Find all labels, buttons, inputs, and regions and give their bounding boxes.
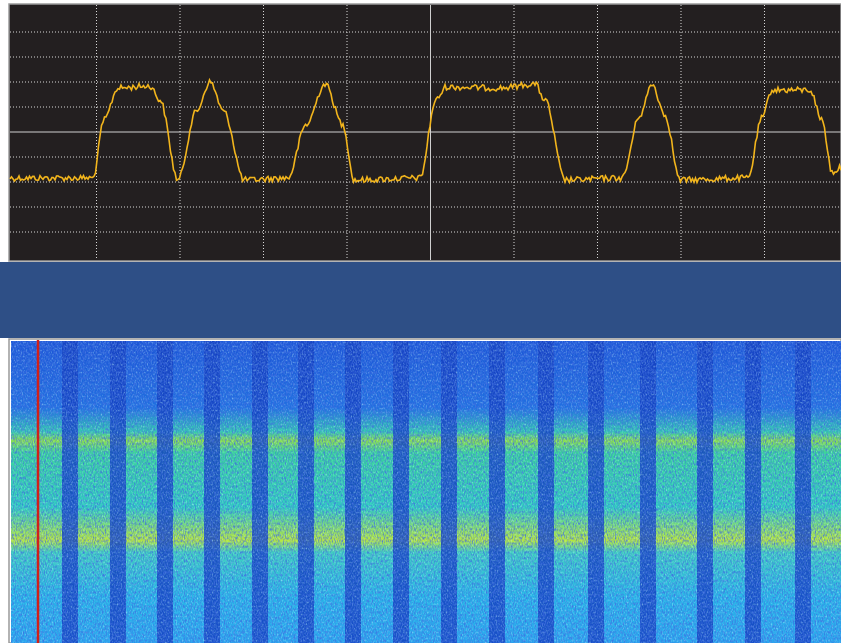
waterfall (11, 341, 841, 643)
sdr-view (0, 0, 841, 643)
divider-band (0, 262, 841, 338)
waterfall-noise (11, 341, 841, 643)
page: (() => { JSON.parse(document.getElementB… (0, 0, 841, 643)
